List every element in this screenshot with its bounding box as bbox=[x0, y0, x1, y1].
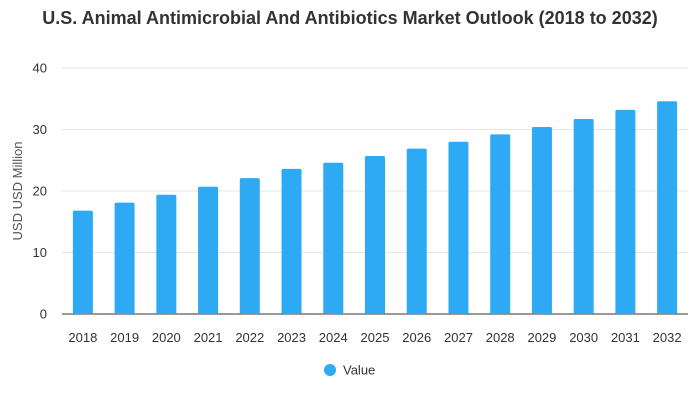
x-tick-label: 2023 bbox=[277, 330, 306, 345]
y-tick-label: 40 bbox=[33, 61, 47, 76]
bar[interactable] bbox=[323, 162, 344, 314]
x-tick-label: 2027 bbox=[444, 330, 473, 345]
y-axis-title: USD USD Million bbox=[10, 142, 25, 241]
chart-title: U.S. Animal Antimicrobial And Antibiotic… bbox=[42, 8, 658, 28]
x-tick-label: 2026 bbox=[402, 330, 431, 345]
x-tick-label: 2032 bbox=[653, 330, 682, 345]
x-tick-label: 2021 bbox=[194, 330, 223, 345]
x-tick-label: 2031 bbox=[611, 330, 640, 345]
y-tick-label: 20 bbox=[33, 184, 47, 199]
x-tick-label: 2018 bbox=[68, 330, 97, 345]
bar[interactable] bbox=[615, 109, 636, 314]
x-tick-label: 2024 bbox=[319, 330, 348, 345]
legend-label[interactable]: Value bbox=[343, 363, 375, 378]
y-tick-label: 10 bbox=[33, 245, 47, 260]
x-tick-label: 2020 bbox=[152, 330, 181, 345]
bar[interactable] bbox=[281, 168, 302, 314]
bar[interactable] bbox=[239, 178, 260, 314]
x-tick-label: 2019 bbox=[110, 330, 139, 345]
bar[interactable] bbox=[198, 186, 219, 314]
bar[interactable] bbox=[573, 119, 594, 314]
bar[interactable] bbox=[531, 127, 552, 314]
bar[interactable] bbox=[406, 148, 427, 314]
bar[interactable] bbox=[448, 141, 469, 314]
bar[interactable] bbox=[114, 202, 135, 314]
x-tick-label: 2029 bbox=[527, 330, 556, 345]
bar[interactable] bbox=[72, 210, 93, 314]
legend-marker[interactable] bbox=[324, 364, 336, 376]
bar[interactable] bbox=[657, 101, 678, 315]
x-tick-label: 2022 bbox=[235, 330, 264, 345]
bar[interactable] bbox=[365, 155, 385, 314]
bar[interactable] bbox=[156, 194, 177, 314]
y-tick-label: 0 bbox=[40, 307, 47, 322]
x-tick-label: 2028 bbox=[486, 330, 515, 345]
x-tick-label: 2025 bbox=[361, 330, 390, 345]
bar[interactable] bbox=[490, 134, 511, 314]
x-tick-label: 2030 bbox=[569, 330, 598, 345]
y-tick-label: 30 bbox=[33, 122, 47, 137]
